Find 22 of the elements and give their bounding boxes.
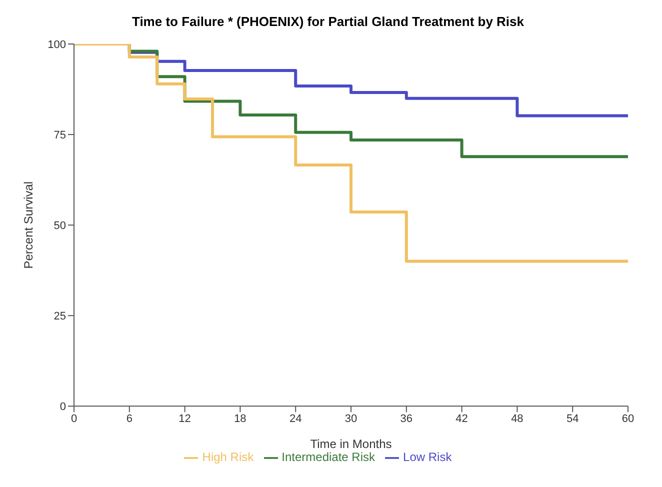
x-axis-title: Time in Months	[310, 437, 392, 452]
x-tick-label: 0	[70, 412, 78, 425]
y-tick-label: 75	[54, 129, 66, 142]
y-axis-title: Percent Survival	[21, 181, 36, 269]
x-tick-label: 48	[511, 412, 524, 425]
x-tick-label: 36	[400, 412, 413, 425]
x-tick-label: 6	[126, 412, 132, 425]
y-tick-label: 100	[48, 38, 66, 51]
x-tick-label: 60	[622, 412, 634, 425]
x-tick-label: 54	[566, 412, 579, 425]
x-tick-label: 42	[456, 412, 468, 425]
chart-title: Time to Failure * (PHOENIX) for Partial Gland Treatment by Risk	[130, 13, 526, 31]
y-tick-label: 50	[54, 220, 66, 232]
x-tick-label: 18	[234, 412, 246, 425]
legend-label: Low Risk	[403, 450, 452, 464]
x-tick-label: 30	[344, 412, 358, 425]
x-tick-label: 12	[178, 412, 191, 425]
legend-label: Intermediate Risk	[282, 450, 376, 464]
legend-label: High Risk	[202, 450, 254, 464]
y-tick-label: 0	[60, 401, 66, 414]
y-tick-label: 25	[54, 310, 66, 323]
x-tick-label: 24	[289, 412, 302, 425]
